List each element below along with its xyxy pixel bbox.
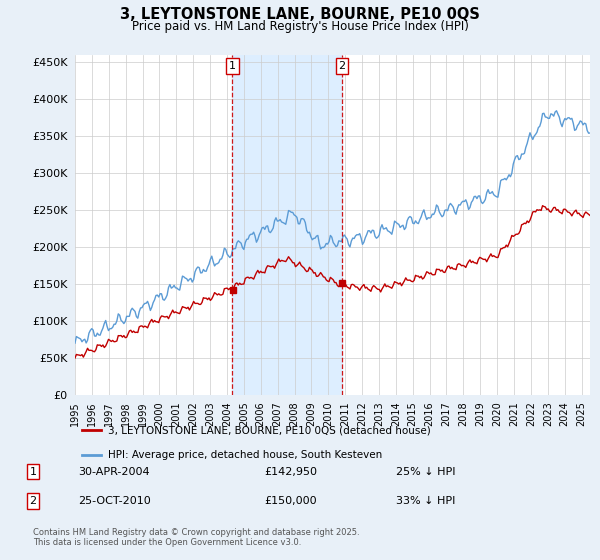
Text: 30-APR-2004: 30-APR-2004	[78, 466, 149, 477]
Text: HPI: Average price, detached house, South Kesteven: HPI: Average price, detached house, Sout…	[109, 450, 383, 460]
Text: Price paid vs. HM Land Registry's House Price Index (HPI): Price paid vs. HM Land Registry's House …	[131, 20, 469, 32]
Text: 2: 2	[338, 61, 346, 71]
Bar	[232, 55, 342, 395]
Text: 1: 1	[229, 61, 236, 71]
Text: 25% ↓ HPI: 25% ↓ HPI	[396, 466, 455, 477]
Text: 1: 1	[29, 466, 37, 477]
Text: £150,000: £150,000	[264, 496, 317, 506]
Text: 25-OCT-2010: 25-OCT-2010	[78, 496, 151, 506]
Text: Contains HM Land Registry data © Crown copyright and database right 2025.
This d: Contains HM Land Registry data © Crown c…	[33, 528, 359, 547]
Text: £142,950: £142,950	[264, 466, 317, 477]
Text: 3, LEYTONSTONE LANE, BOURNE, PE10 0QS: 3, LEYTONSTONE LANE, BOURNE, PE10 0QS	[120, 7, 480, 22]
Text: 2: 2	[29, 496, 37, 506]
Text: 3, LEYTONSTONE LANE, BOURNE, PE10 0QS (detached house): 3, LEYTONSTONE LANE, BOURNE, PE10 0QS (d…	[109, 426, 431, 436]
Text: 33% ↓ HPI: 33% ↓ HPI	[396, 496, 455, 506]
